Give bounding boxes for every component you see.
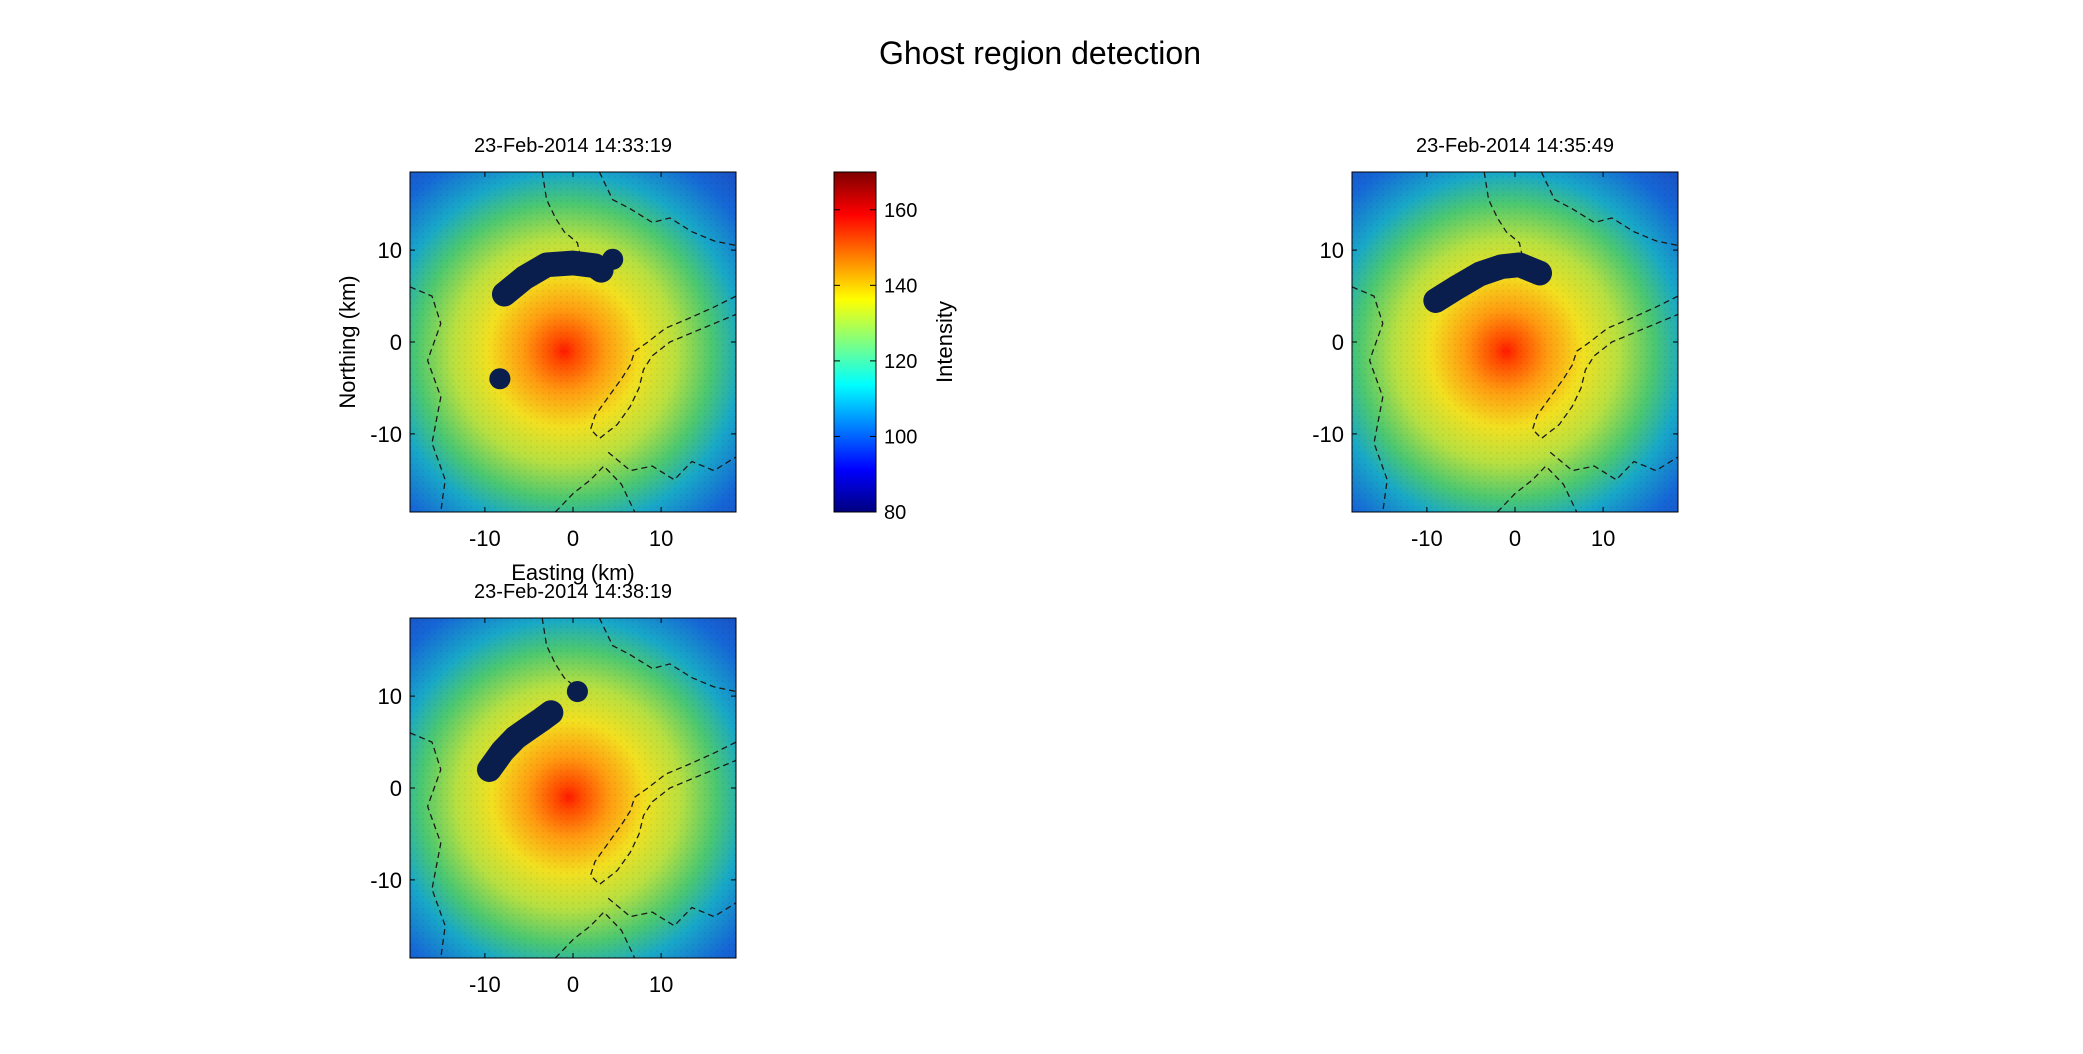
panel-3-y-tick-label: -10 xyxy=(370,868,402,893)
panel-1-coastline xyxy=(410,286,446,512)
panel-2-x-tick-label: 0 xyxy=(1509,526,1521,551)
panel-3-plot-area xyxy=(409,617,737,959)
panel-3-coastline xyxy=(598,618,736,693)
panel-3-x-tick-label: 0 xyxy=(567,972,579,997)
panel-2-coastline xyxy=(1531,295,1678,440)
panel-1-y-tick-label: 10 xyxy=(378,238,402,263)
panel-3-x-tick-label: 10 xyxy=(649,972,673,997)
panel-2-plot-area xyxy=(1351,171,1679,513)
colorbar-gradient xyxy=(833,171,877,513)
panel-2-ghost-region xyxy=(1423,252,1553,313)
panel-1-speckle-texture xyxy=(410,172,736,512)
panel-2-coastline xyxy=(1352,286,1388,512)
panel-3-coastline xyxy=(410,732,446,958)
panel-3-y-tick-label: 0 xyxy=(390,776,402,801)
panel-1-ghost-region xyxy=(491,250,614,307)
panel-3-coastline xyxy=(589,741,736,886)
panel-1-coastline xyxy=(541,172,581,255)
panel-2-coastline xyxy=(1483,172,1523,255)
panel-1-coastline xyxy=(554,465,636,512)
colorbar-tick-label: 140 xyxy=(884,275,917,297)
panel-2-coastline xyxy=(1496,465,1578,512)
panel-1-y-tick-label: -10 xyxy=(370,422,402,447)
panel-2-x-ticks: -10 0 10 xyxy=(1411,172,1615,551)
colorbar-tick-label: 100 xyxy=(884,426,917,448)
figure-title: Ghost region detection xyxy=(879,35,1201,71)
colorbar-label: Intensity xyxy=(932,301,957,383)
panel-3-x-ticks: -10 0 10 xyxy=(469,618,673,997)
panel-1-y-ticks: -10 0 10 xyxy=(370,238,736,447)
panel-3: 23-Feb-2014 14:38:19 -10 0 10 -10 0 10 xyxy=(370,581,737,997)
panel-3-ghost-region xyxy=(476,700,564,782)
panel-1-x-ticks: -10 0 10 xyxy=(469,172,673,551)
panel-2-y-tick-label: 0 xyxy=(1332,330,1344,355)
panel-1-x-axis-label: Easting (km) xyxy=(511,560,634,585)
panel-1-x-tick-label: -10 xyxy=(469,526,501,551)
panel-1-x-tick-label: 0 xyxy=(567,526,579,551)
panel-3-y-tick-label: 10 xyxy=(378,684,402,709)
panel-1-coastline xyxy=(589,295,736,440)
panel-1-y-tick-label: 0 xyxy=(390,330,402,355)
panel-1-title: 23-Feb-2014 14:33:19 xyxy=(474,135,672,157)
panel-2-x-tick-label: 10 xyxy=(1591,526,1615,551)
colorbar-tick-label: 160 xyxy=(884,200,917,222)
panel-2-y-tick-label: -10 xyxy=(1312,422,1344,447)
panel-3-x-tick-label: -10 xyxy=(469,972,501,997)
panel-2-x-tick-label: -10 xyxy=(1411,526,1443,551)
panel-2-coastline xyxy=(1540,172,1678,247)
panel-1-x-tick-label: 10 xyxy=(649,526,673,551)
panel-2-speckle-texture xyxy=(1352,172,1678,512)
panel-3-coastline xyxy=(554,911,636,958)
panel-1-y-axis-label: Northing (km) xyxy=(335,275,360,408)
panel-2-title: 23-Feb-2014 14:35:49 xyxy=(1416,135,1614,157)
panel-2-y-ticks: -10 0 10 xyxy=(1312,238,1678,447)
colorbar: 80 100 120 140 160 Intensity xyxy=(833,171,957,524)
panel-1-plot-area xyxy=(409,171,737,513)
panel-1: 23-Feb-2014 14:33:19 -10 0 10 -10 0 10 Easti… xyxy=(335,135,737,585)
panel-3-y-ticks: -10 0 10 xyxy=(370,684,736,893)
colorbar-tick-label: 80 xyxy=(884,502,906,524)
colorbar-tick-label: 120 xyxy=(884,351,917,373)
panel-2: 23-Feb-2014 14:35:49 -10 0 10 -10 0 10 xyxy=(1312,135,1679,551)
panel-3-speckle-texture xyxy=(410,618,736,958)
panel-2-y-tick-label: 10 xyxy=(1320,238,1344,263)
panel-1-coastline xyxy=(598,172,736,247)
panel-3-title: 23-Feb-2014 14:38:19 xyxy=(474,581,672,603)
colorbar-ticks: 80 100 120 140 160 xyxy=(834,200,917,524)
